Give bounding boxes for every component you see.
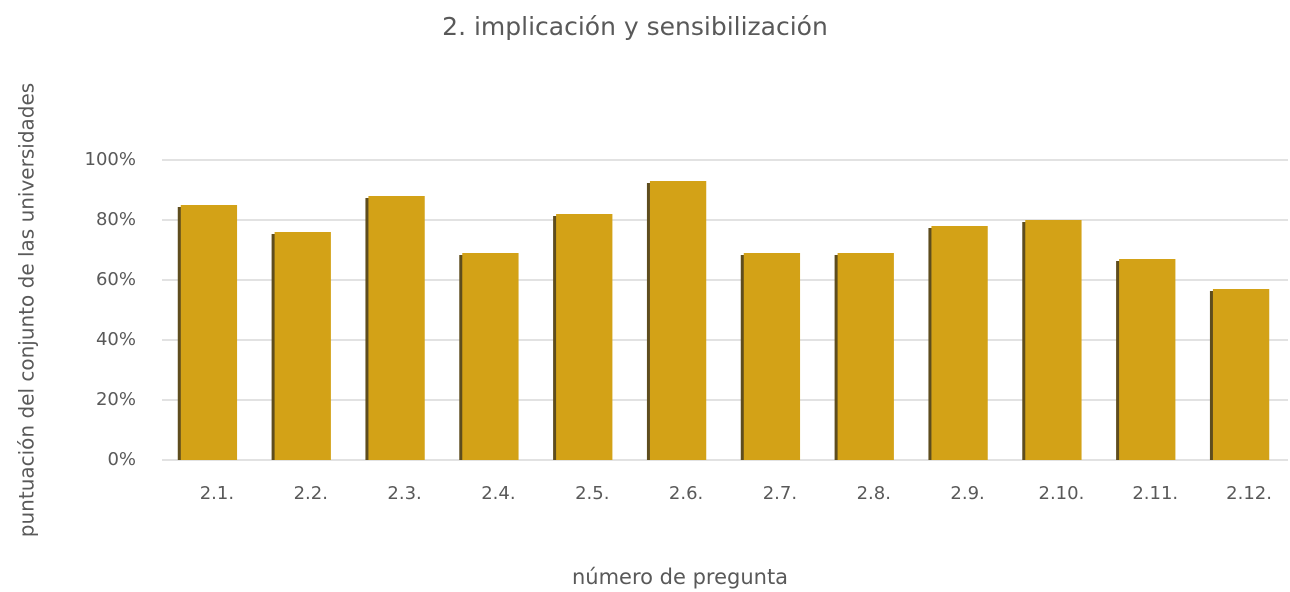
bar bbox=[368, 196, 425, 460]
bar bbox=[556, 214, 613, 460]
x-tick-label: 2.6. bbox=[669, 483, 703, 504]
y-tick-label: 60% bbox=[96, 269, 136, 290]
bar bbox=[931, 226, 988, 460]
bar bbox=[180, 205, 238, 460]
x-tick-label: 2.8. bbox=[857, 483, 891, 504]
x-tick-label: 2.7. bbox=[763, 483, 797, 504]
y-tick-label: 80% bbox=[96, 209, 136, 230]
y-tick-label: 20% bbox=[96, 389, 136, 410]
bar bbox=[837, 253, 894, 460]
x-tick-label: 2.4. bbox=[481, 483, 515, 504]
bar-shadow bbox=[1209, 291, 1214, 460]
bar bbox=[274, 232, 331, 460]
bar bbox=[1212, 289, 1270, 460]
x-tick-label: 2.12. bbox=[1226, 483, 1272, 504]
bar bbox=[1025, 220, 1082, 460]
x-tick-label: 2.9. bbox=[950, 483, 984, 504]
bar-shadow bbox=[1116, 261, 1121, 460]
bar-shadow bbox=[928, 228, 933, 460]
x-axis-label: número de pregunta bbox=[572, 565, 788, 589]
bar bbox=[743, 253, 801, 460]
x-tick-label: 2.10. bbox=[1039, 483, 1085, 504]
bar-shadow bbox=[365, 198, 370, 460]
bar-shadow bbox=[177, 207, 182, 460]
x-tick-label: 2.2. bbox=[294, 483, 328, 504]
chart-title: 2. implicación y sensibilización bbox=[442, 12, 828, 41]
bar bbox=[1119, 259, 1176, 460]
bar-shadow bbox=[834, 255, 839, 460]
x-tick-label: 2.3. bbox=[387, 483, 421, 504]
y-tick-label: 0% bbox=[107, 449, 136, 470]
y-tick-label: 40% bbox=[96, 329, 136, 350]
bar-shadow bbox=[459, 255, 464, 460]
bar-shadow bbox=[740, 255, 745, 460]
bar-shadow bbox=[646, 183, 651, 460]
x-tick-label: 2.11. bbox=[1132, 483, 1178, 504]
y-tick-label: 100% bbox=[85, 149, 136, 170]
x-tick-label: 2.5. bbox=[575, 483, 609, 504]
bar-shadow bbox=[1022, 222, 1027, 460]
y-axis-label: puntuación del conjunto de las universid… bbox=[15, 83, 39, 537]
bar bbox=[462, 253, 519, 460]
bar-shadow bbox=[271, 234, 276, 460]
x-tick-label: 2.1. bbox=[200, 483, 234, 504]
bar-shadow bbox=[553, 216, 558, 460]
bar bbox=[649, 181, 707, 460]
